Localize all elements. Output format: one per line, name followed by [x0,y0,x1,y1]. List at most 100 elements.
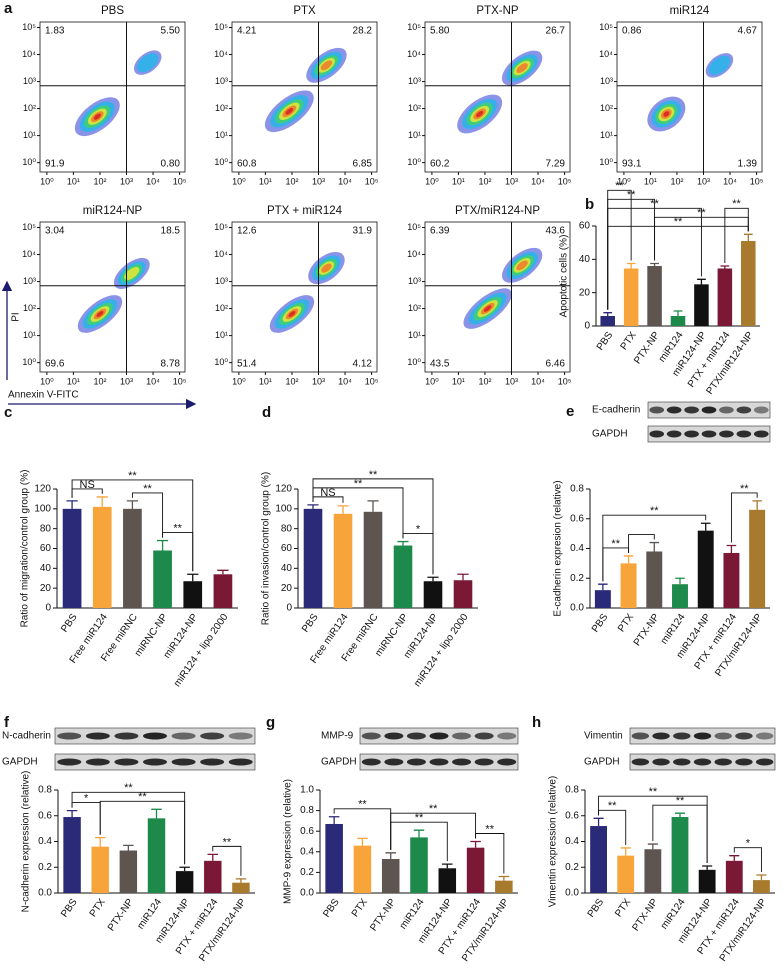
y-tick-label: 10⁴ [407,49,421,59]
x-tick-label: 10⁰ [425,376,439,386]
x-tick-label: PTX [88,897,108,920]
x-tick-label: 10⁰ [425,176,439,186]
error-bar [66,500,78,509]
significance-label: ** [173,522,182,534]
blot-band [474,758,494,766]
blot-band [693,758,712,766]
x-tick-label: 10³ [505,176,518,186]
error-bar [626,262,636,269]
bar [62,508,82,608]
significance-bracket [607,189,632,310]
significance-bracket [598,795,708,863]
x-tick-label: miR124 + lipo 2000 [172,612,231,689]
blot-band [497,732,517,740]
significance-bracket [390,812,477,850]
x-tick-label: 10⁵ [173,376,187,386]
bar [717,268,733,326]
x-tick-label: 10³ [120,176,133,186]
bar [438,868,457,893]
y-tick-label: 0.6 [38,810,52,821]
significance-label: ** [143,483,152,495]
significance-label: ** [223,836,232,848]
density-cloud [285,107,294,115]
blot-band [85,758,110,766]
blot-band [755,758,774,766]
significance-label: ** [138,791,147,803]
quadrant-value: 1.39 [738,159,758,170]
flow-plot: 10⁰ 10¹ 10² 10³ 10⁴ 10⁵ 10⁰ 10¹ 10² 10³ 10⁴ 10⁵ PBS 1… [4,0,187,186]
x-tick-label: PTX [619,330,639,353]
y-tick-label: 10¹ [408,130,421,140]
error-bar [413,829,425,838]
bar-chart: fN-cadherin GAPDH 0.0 0.2 0.4 0.6 0.8 N-cadheri… [2,714,256,964]
density-cloud [320,60,333,71]
bar [495,880,513,893]
bar [749,509,766,608]
y-tick-label: 10² [408,303,421,313]
blot-band [361,732,381,740]
quadrant-value: 43.5 [430,359,450,370]
blot-band [143,758,167,766]
error-bar [151,808,162,819]
y-tick-label: 10² [23,103,36,113]
x-tick-label: 10² [478,376,491,386]
y-tick-label: 0.0 [300,888,314,899]
significance-bracket [131,492,164,538]
y-tick-label: 20 [281,583,293,594]
bar [91,846,109,893]
blot-label: GAPDH [584,757,620,768]
density-cloud [708,55,731,75]
error-bar [720,265,730,269]
quadrant-value: 26.7 [546,26,566,37]
significance-label: ** [740,483,749,495]
y-tick-label: 10¹ [408,330,421,340]
significance-label: ** [128,470,137,482]
blot-band [228,758,253,766]
bar [670,316,686,326]
blot-band [736,430,752,438]
x-tick-label: 10⁰ [40,376,54,386]
significance-bracket [730,492,758,543]
bar [671,817,689,893]
bar-chart: e E-cadherin GAPDH 0.0 0.2 0.4 0.6 0.8 E-cadheri… [553,401,771,679]
significance-label: ** [124,782,133,794]
y-tick-label: 10¹ [23,330,36,340]
y-tick-label: 0.8 [300,805,314,816]
y-tick-label: 10⁵ [214,222,228,232]
plot-title: PTX + miR124 [267,205,343,217]
y-tick-label: 100 [275,503,292,514]
x-tick-label: PTX-NP [368,897,398,934]
y-tick-label: 0.0 [570,603,584,614]
significance-bracket [312,478,434,575]
significance-bracket [733,847,762,872]
bar [333,513,353,608]
bar [644,849,662,893]
quadrant-value: 93.1 [622,159,642,170]
blot-band [361,758,381,766]
x-tick-label: 10⁴ [531,376,545,386]
plot-frame [231,21,378,173]
flow-plot: 10⁰ 10¹ 10² 10³ 10⁴ 10⁵ 10⁰ 10¹ 10² 10³ 10⁴ 10⁵ miR1… [599,5,764,186]
y-tick-label: 10⁴ [214,49,228,59]
y-tick-label: 10³ [215,276,228,286]
quadrant-value: 5.80 [430,26,450,37]
blot-label: Vimentin [584,731,623,742]
x-tick-label: PTX/miR124-NP [713,612,765,679]
flow-plot: 10⁰ 10¹ 10² 10³ 10⁴ 10⁵ 10⁰ 10¹ 10² 10³ 10⁴ 10⁵ miR1… [1,205,197,410]
y-tick-label: 10² [215,303,228,313]
x-tick-label: miR124 [135,897,164,932]
bar [697,530,714,608]
error-bar [675,577,685,585]
density-cloud [93,113,101,120]
quadrant-value: 43.6 [546,226,566,237]
x-tick-label: 10⁴ [146,176,160,186]
blot-band [143,732,167,740]
blot-band [684,430,699,438]
significance-label: ** [369,469,378,481]
y-tick-label: 10⁴ [407,249,421,259]
error-bar [598,583,608,591]
error-bar [385,852,396,860]
blot-band [666,406,682,414]
x-tick-label: 10¹ [67,376,80,386]
